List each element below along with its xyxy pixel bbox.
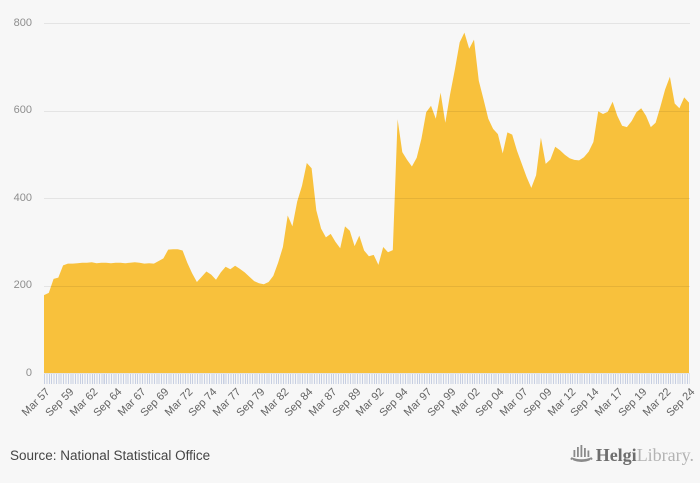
source-caption: Source: National Statistical Office — [10, 448, 211, 463]
y-axis-tick-label: 600 — [13, 104, 32, 116]
gridline-400 — [44, 198, 690, 199]
y-axis-tick-label: 800 — [13, 16, 32, 29]
gridline-0 — [44, 373, 690, 374]
gridline-200 — [44, 285, 690, 287]
y-axis-tick-label: 200 — [13, 279, 32, 291]
y-axis-tick-label: 0 — [25, 366, 32, 379]
brand-logo[interactable]: HelgiLibrary. — [570, 444, 694, 466]
brand-name-secondary: Library. — [636, 445, 694, 465]
x-axis-tick-band — [44, 374, 690, 384]
gridline-600 — [44, 110, 690, 112]
brand-name-primary: Helgi — [595, 445, 637, 465]
helgi-ship-icon — [570, 444, 593, 468]
gridline-800 — [44, 23, 690, 24]
y-axis-tick-label: 400 — [13, 191, 32, 204]
area-series-shape — [44, 32, 689, 373]
